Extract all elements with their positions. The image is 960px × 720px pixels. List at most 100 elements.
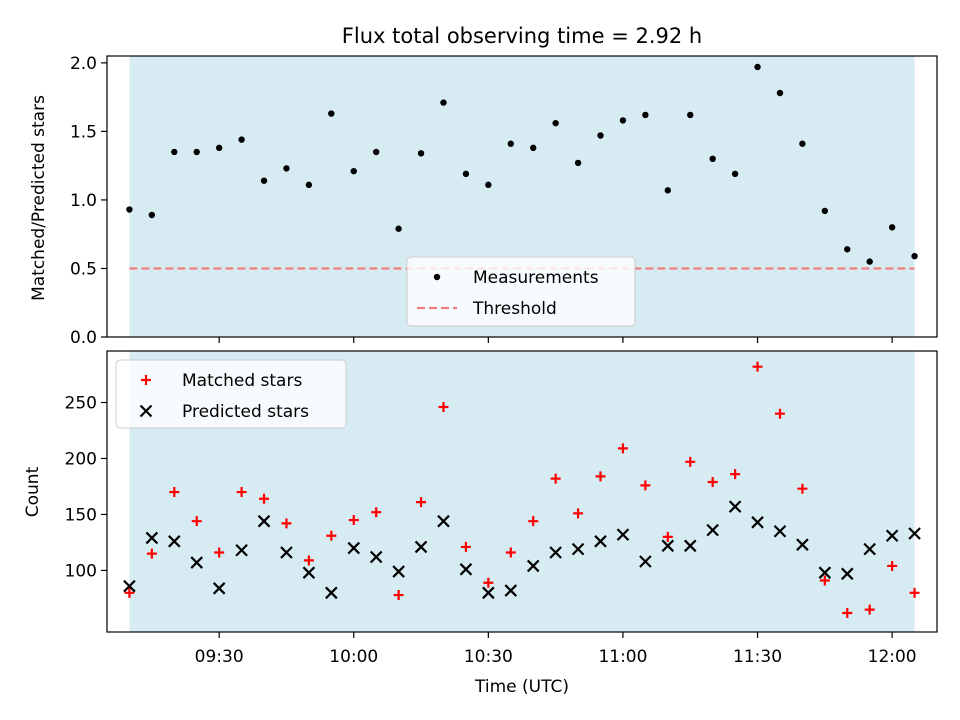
measurement-point xyxy=(171,148,178,156)
predicted-star-point xyxy=(908,527,921,540)
measurement-point xyxy=(866,258,873,265)
legend-box xyxy=(115,359,347,429)
measurement-point xyxy=(530,144,537,152)
axes-frame xyxy=(106,55,938,338)
count-panel: 100 150 200 250 09:30 10:00 10:30 11:00 11:30 12:… xyxy=(65,350,938,667)
y-tick-label: 2.0 xyxy=(70,54,97,74)
matched-star-point xyxy=(303,555,314,566)
x-axis-label: Time (UTC) xyxy=(474,677,569,697)
measurement-point xyxy=(731,170,739,178)
measurement-point xyxy=(507,140,514,147)
predicted-star-point xyxy=(728,500,742,513)
matched-star-point xyxy=(281,518,292,529)
matched-star-point xyxy=(438,401,449,412)
measurement-point xyxy=(395,225,402,232)
matched-star-point xyxy=(191,516,202,527)
measurement-point xyxy=(126,206,133,213)
axes-frame xyxy=(106,350,938,633)
measurement-point xyxy=(485,181,492,189)
predicted-star-point xyxy=(661,539,675,553)
chart-title: Flux total observing time = 2.92 h xyxy=(342,24,702,48)
matched-star-point xyxy=(887,560,898,571)
predicted-star-point xyxy=(504,584,518,597)
matched-star-point xyxy=(326,530,337,541)
measurement-point xyxy=(642,111,649,119)
matched-star-point xyxy=(595,471,606,482)
predicted-star-point xyxy=(302,566,316,579)
matched-star-point xyxy=(685,456,696,467)
predicted-star-point xyxy=(526,559,540,573)
predicted-star-point xyxy=(683,539,697,553)
predicted-star-point xyxy=(751,516,764,529)
matched-star-point xyxy=(124,587,135,598)
predicted-star-point xyxy=(190,556,204,569)
measurement-point xyxy=(619,117,627,124)
matched-star-point xyxy=(416,497,427,508)
predicted-star-point xyxy=(818,566,832,579)
y-tick-label: 100 xyxy=(65,561,97,581)
legend-marker-predicted xyxy=(139,404,153,418)
measurement-point xyxy=(372,148,380,156)
predicted-star-point xyxy=(369,550,383,564)
y-tick-label: 1.0 xyxy=(70,191,97,211)
measurement-point xyxy=(193,148,200,156)
matched-star-point xyxy=(393,590,404,601)
y-tick-label: 1.5 xyxy=(70,122,97,142)
predicted-star-point xyxy=(706,523,719,537)
predicted-star-point xyxy=(594,535,607,548)
measurement-point xyxy=(664,187,672,194)
ratio-panel: 0.0 0.5 1.0 1.5 2.0 Measurements Threshold xyxy=(70,54,938,348)
legend-box xyxy=(406,256,636,327)
matched-star-point xyxy=(460,541,471,552)
matched-star-point xyxy=(259,493,270,504)
bottom-y-axis-label: Count xyxy=(23,466,43,517)
measurement-point xyxy=(799,140,806,147)
y-tick-label: 250 xyxy=(65,393,97,413)
x-tick-label: 09:30 xyxy=(195,647,244,667)
measurement-point xyxy=(440,99,447,106)
predicted-star-point xyxy=(280,546,293,559)
y-tick-label: 0.5 xyxy=(70,259,97,279)
x-tick-label: 11:30 xyxy=(733,647,782,667)
y-tick-label: 150 xyxy=(65,505,97,525)
predicted-star-point xyxy=(482,586,495,600)
matched-star-point xyxy=(864,604,875,615)
matched-star-point xyxy=(236,487,247,498)
predicted-star-point xyxy=(392,565,405,578)
measurement-point xyxy=(709,155,716,163)
legend-marker-measurements xyxy=(433,273,441,281)
matched-star-point xyxy=(774,408,785,419)
predicted-star-point xyxy=(459,563,473,576)
predicted-star-point xyxy=(235,543,248,557)
y-tick-label: 200 xyxy=(65,449,97,469)
predicted-star-point xyxy=(616,528,630,541)
measurement-point xyxy=(417,150,425,157)
measurement-point xyxy=(754,63,761,71)
matched-star-point xyxy=(146,548,157,559)
matched-star-point xyxy=(483,577,494,588)
matched-star-point xyxy=(371,507,382,518)
matched-star-point xyxy=(797,483,808,494)
matched-star-point xyxy=(214,547,225,558)
matched-star-point xyxy=(730,469,741,480)
measurement-point xyxy=(328,110,335,117)
predicted-star-point xyxy=(863,542,876,556)
predicted-star-point xyxy=(796,538,809,551)
matched-star-point xyxy=(348,515,359,526)
measurement-point xyxy=(283,165,290,172)
predicted-star-point xyxy=(885,529,899,542)
measurement-point xyxy=(776,89,784,97)
measurement-point xyxy=(215,144,223,152)
matched-star-point xyxy=(707,476,718,487)
measurement-point xyxy=(844,246,851,253)
measurement-point xyxy=(888,224,896,231)
legend-label: Measurements xyxy=(473,268,599,288)
matched-star-point xyxy=(909,587,920,598)
legend-label: Matched stars xyxy=(182,371,302,391)
matched-star-point xyxy=(617,443,628,454)
matched-star-point xyxy=(640,480,651,491)
measurement-point xyxy=(574,159,582,167)
measurement-point xyxy=(911,252,918,260)
matched-star-point xyxy=(169,487,180,498)
